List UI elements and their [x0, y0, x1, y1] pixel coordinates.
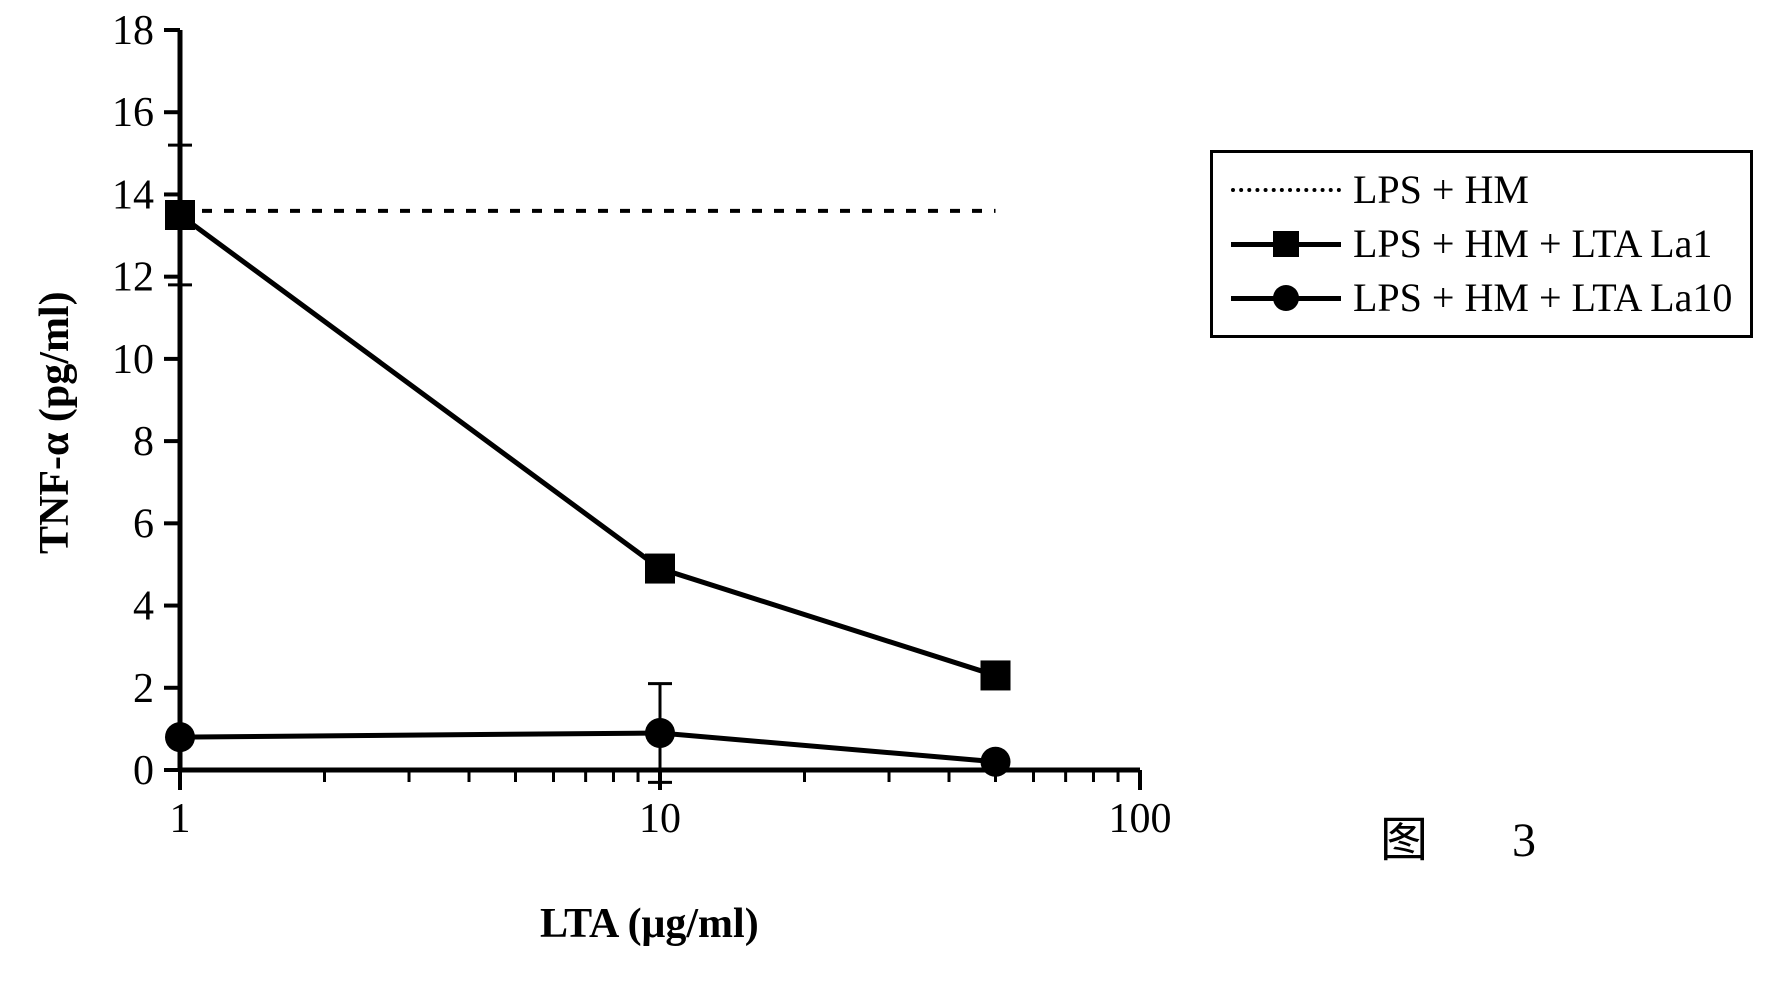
y-tick-label: 6 — [133, 501, 154, 547]
figure-label: 图 3 — [1380, 800, 1536, 870]
x-tick-label: 10 — [639, 796, 681, 842]
legend-symbol — [1231, 280, 1341, 316]
figure-container: 0 2 4 6 8 10 12 14 16 18 1 10 100 TNF-α (pg/ml) LTA … — [0, 0, 1783, 993]
legend-symbol — [1231, 226, 1341, 262]
y-tick-label: 18 — [112, 8, 154, 54]
legend-label: LPS + HM + LTA La10 — [1353, 271, 1732, 325]
legend-item: LPS + HM + LTA La1 — [1231, 217, 1732, 271]
y-tick-label: 14 — [112, 172, 154, 218]
y-tick-label: 16 — [112, 90, 154, 136]
y-tick-label: 2 — [133, 666, 154, 712]
y-tick-label: 4 — [133, 584, 154, 630]
legend-symbol — [1231, 172, 1341, 208]
y-tick-label: 8 — [133, 419, 154, 465]
legend: LPS + HMLPS + HM + LTA La1LPS + HM + LTA… — [1210, 150, 1753, 338]
y-tick-label: 12 — [112, 255, 154, 301]
legend-item: LPS + HM + LTA La10 — [1231, 271, 1732, 325]
y-tick-label: 0 — [133, 748, 154, 794]
y-axis-label: TNF-α (pg/ml) — [31, 291, 79, 554]
legend-label: LPS + HM + LTA La1 — [1353, 217, 1712, 271]
y-tick-label: 10 — [112, 337, 154, 383]
y-axis-label-text: TNF-α (pg/ml) — [32, 291, 78, 554]
x-tick-label: 1 — [170, 796, 191, 842]
x-axis-label: LTA (μg/ml) — [540, 900, 759, 948]
legend-item: LPS + HM — [1231, 163, 1732, 217]
x-tick-label: 100 — [1109, 796, 1172, 842]
legend-label: LPS + HM — [1353, 163, 1529, 217]
figure-label-text-2: 3 — [1512, 814, 1536, 867]
figure-label-text-1: 图 — [1380, 814, 1428, 867]
x-axis-label-text: LTA (μg/ml) — [540, 901, 759, 947]
